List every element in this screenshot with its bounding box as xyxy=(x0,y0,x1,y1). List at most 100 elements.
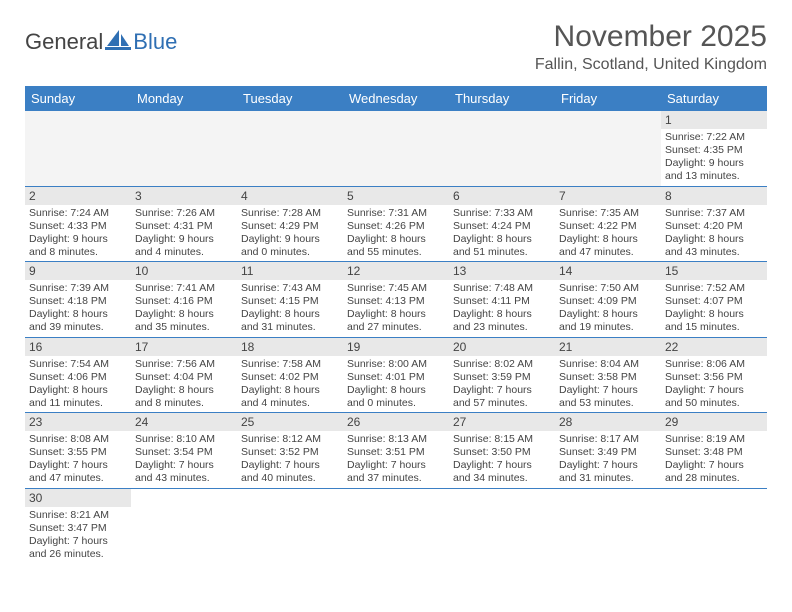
calendar-empty-cell xyxy=(555,111,661,186)
day-details: Sunrise: 8:15 AMSunset: 3:50 PMDaylight:… xyxy=(449,431,555,488)
day-number: 3 xyxy=(131,187,237,205)
day-details: Sunrise: 8:10 AMSunset: 3:54 PMDaylight:… xyxy=(131,431,237,488)
day-number: 15 xyxy=(661,262,767,280)
day-number: 22 xyxy=(661,338,767,356)
day-number: 23 xyxy=(25,413,131,431)
calendar-day-cell: 19Sunrise: 8:00 AMSunset: 4:01 PMDayligh… xyxy=(343,337,449,413)
calendar-day-cell: 22Sunrise: 8:06 AMSunset: 3:56 PMDayligh… xyxy=(661,337,767,413)
day-details: Sunrise: 8:17 AMSunset: 3:49 PMDaylight:… xyxy=(555,431,661,488)
calendar-empty-cell xyxy=(25,111,131,186)
day-number: 10 xyxy=(131,262,237,280)
day-header: Wednesday xyxy=(343,86,449,111)
day-details: Sunrise: 7:50 AMSunset: 4:09 PMDaylight:… xyxy=(555,280,661,337)
day-details: Sunrise: 8:12 AMSunset: 3:52 PMDaylight:… xyxy=(237,431,343,488)
day-details: Sunrise: 7:28 AMSunset: 4:29 PMDaylight:… xyxy=(237,205,343,262)
calendar-week-row: 9Sunrise: 7:39 AMSunset: 4:18 PMDaylight… xyxy=(25,262,767,338)
calendar-day-cell: 18Sunrise: 7:58 AMSunset: 4:02 PMDayligh… xyxy=(237,337,343,413)
calendar-day-cell: 11Sunrise: 7:43 AMSunset: 4:15 PMDayligh… xyxy=(237,262,343,338)
calendar-day-cell: 3Sunrise: 7:26 AMSunset: 4:31 PMDaylight… xyxy=(131,186,237,262)
day-number: 9 xyxy=(25,262,131,280)
logo-text-blue: Blue xyxy=(133,29,177,55)
day-details: Sunrise: 8:00 AMSunset: 4:01 PMDaylight:… xyxy=(343,356,449,413)
calendar-empty-cell xyxy=(449,488,555,563)
day-details: Sunrise: 7:39 AMSunset: 4:18 PMDaylight:… xyxy=(25,280,131,337)
calendar-day-cell: 15Sunrise: 7:52 AMSunset: 4:07 PMDayligh… xyxy=(661,262,767,338)
header: General Blue November 2025 Fallin, Scotl… xyxy=(25,20,767,74)
day-number: 1 xyxy=(661,111,767,129)
day-details: Sunrise: 8:04 AMSunset: 3:58 PMDaylight:… xyxy=(555,356,661,413)
calendar-day-cell: 17Sunrise: 7:56 AMSunset: 4:04 PMDayligh… xyxy=(131,337,237,413)
calendar-body: 1Sunrise: 7:22 AMSunset: 4:35 PMDaylight… xyxy=(25,111,767,563)
day-number: 13 xyxy=(449,262,555,280)
day-number: 14 xyxy=(555,262,661,280)
location-subtitle: Fallin, Scotland, United Kingdom xyxy=(535,56,767,74)
day-details: Sunrise: 7:45 AMSunset: 4:13 PMDaylight:… xyxy=(343,280,449,337)
calendar-day-cell: 5Sunrise: 7:31 AMSunset: 4:26 PMDaylight… xyxy=(343,186,449,262)
calendar-empty-cell xyxy=(131,488,237,563)
day-details: Sunrise: 7:37 AMSunset: 4:20 PMDaylight:… xyxy=(661,205,767,262)
day-details: Sunrise: 8:19 AMSunset: 3:48 PMDaylight:… xyxy=(661,431,767,488)
title-block: November 2025 Fallin, Scotland, United K… xyxy=(535,20,767,74)
day-details: Sunrise: 7:58 AMSunset: 4:02 PMDaylight:… xyxy=(237,356,343,413)
calendar-day-cell: 16Sunrise: 7:54 AMSunset: 4:06 PMDayligh… xyxy=(25,337,131,413)
calendar-week-row: 30Sunrise: 8:21 AMSunset: 3:47 PMDayligh… xyxy=(25,488,767,563)
calendar-day-cell: 29Sunrise: 8:19 AMSunset: 3:48 PMDayligh… xyxy=(661,413,767,489)
day-details: Sunrise: 8:08 AMSunset: 3:55 PMDaylight:… xyxy=(25,431,131,488)
day-header: Tuesday xyxy=(237,86,343,111)
day-details: Sunrise: 7:24 AMSunset: 4:33 PMDaylight:… xyxy=(25,205,131,262)
day-details: Sunrise: 7:33 AMSunset: 4:24 PMDaylight:… xyxy=(449,205,555,262)
calendar-table: SundayMondayTuesdayWednesdayThursdayFrid… xyxy=(25,86,767,563)
day-number: 18 xyxy=(237,338,343,356)
day-header: Sunday xyxy=(25,86,131,111)
calendar-day-cell: 9Sunrise: 7:39 AMSunset: 4:18 PMDaylight… xyxy=(25,262,131,338)
calendar-day-cell: 21Sunrise: 8:04 AMSunset: 3:58 PMDayligh… xyxy=(555,337,661,413)
day-number: 19 xyxy=(343,338,449,356)
day-header: Thursday xyxy=(449,86,555,111)
calendar-day-cell: 26Sunrise: 8:13 AMSunset: 3:51 PMDayligh… xyxy=(343,413,449,489)
calendar-empty-cell xyxy=(343,488,449,563)
day-details: Sunrise: 7:31 AMSunset: 4:26 PMDaylight:… xyxy=(343,205,449,262)
calendar-day-cell: 13Sunrise: 7:48 AMSunset: 4:11 PMDayligh… xyxy=(449,262,555,338)
day-header: Saturday xyxy=(661,86,767,111)
day-details: Sunrise: 7:56 AMSunset: 4:04 PMDaylight:… xyxy=(131,356,237,413)
day-details: Sunrise: 7:41 AMSunset: 4:16 PMDaylight:… xyxy=(131,280,237,337)
day-number: 11 xyxy=(237,262,343,280)
day-number: 16 xyxy=(25,338,131,356)
calendar-empty-cell xyxy=(343,111,449,186)
calendar-week-row: 1Sunrise: 7:22 AMSunset: 4:35 PMDaylight… xyxy=(25,111,767,186)
calendar-empty-cell xyxy=(131,111,237,186)
day-number: 29 xyxy=(661,413,767,431)
day-details: Sunrise: 8:02 AMSunset: 3:59 PMDaylight:… xyxy=(449,356,555,413)
day-number: 27 xyxy=(449,413,555,431)
day-details: Sunrise: 8:13 AMSunset: 3:51 PMDaylight:… xyxy=(343,431,449,488)
day-details: Sunrise: 7:48 AMSunset: 4:11 PMDaylight:… xyxy=(449,280,555,337)
calendar-day-cell: 24Sunrise: 8:10 AMSunset: 3:54 PMDayligh… xyxy=(131,413,237,489)
day-number: 17 xyxy=(131,338,237,356)
calendar-day-cell: 23Sunrise: 8:08 AMSunset: 3:55 PMDayligh… xyxy=(25,413,131,489)
calendar-day-cell: 12Sunrise: 7:45 AMSunset: 4:13 PMDayligh… xyxy=(343,262,449,338)
day-details: Sunrise: 7:22 AMSunset: 4:35 PMDaylight:… xyxy=(661,129,767,186)
day-number: 8 xyxy=(661,187,767,205)
day-number: 24 xyxy=(131,413,237,431)
calendar-week-row: 16Sunrise: 7:54 AMSunset: 4:06 PMDayligh… xyxy=(25,337,767,413)
day-number: 5 xyxy=(343,187,449,205)
calendar-week-row: 23Sunrise: 8:08 AMSunset: 3:55 PMDayligh… xyxy=(25,413,767,489)
calendar-empty-cell xyxy=(237,111,343,186)
day-details: Sunrise: 7:43 AMSunset: 4:15 PMDaylight:… xyxy=(237,280,343,337)
day-number: 21 xyxy=(555,338,661,356)
day-number: 25 xyxy=(237,413,343,431)
calendar-day-cell: 7Sunrise: 7:35 AMSunset: 4:22 PMDaylight… xyxy=(555,186,661,262)
day-number: 12 xyxy=(343,262,449,280)
calendar-header-row: SundayMondayTuesdayWednesdayThursdayFrid… xyxy=(25,86,767,111)
day-number: 20 xyxy=(449,338,555,356)
day-details: Sunrise: 7:54 AMSunset: 4:06 PMDaylight:… xyxy=(25,356,131,413)
calendar-day-cell: 2Sunrise: 7:24 AMSunset: 4:33 PMDaylight… xyxy=(25,186,131,262)
calendar-day-cell: 8Sunrise: 7:37 AMSunset: 4:20 PMDaylight… xyxy=(661,186,767,262)
sail-icon xyxy=(105,28,131,56)
calendar-day-cell: 10Sunrise: 7:41 AMSunset: 4:16 PMDayligh… xyxy=(131,262,237,338)
day-number: 4 xyxy=(237,187,343,205)
calendar-day-cell: 27Sunrise: 8:15 AMSunset: 3:50 PMDayligh… xyxy=(449,413,555,489)
day-number: 2 xyxy=(25,187,131,205)
day-details: Sunrise: 7:35 AMSunset: 4:22 PMDaylight:… xyxy=(555,205,661,262)
calendar-day-cell: 6Sunrise: 7:33 AMSunset: 4:24 PMDaylight… xyxy=(449,186,555,262)
